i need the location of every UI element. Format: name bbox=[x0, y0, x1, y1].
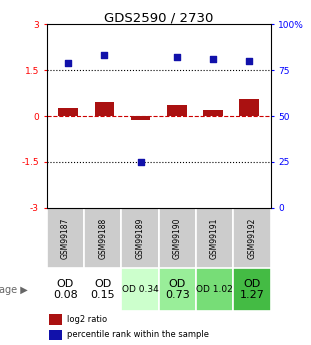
Bar bbox=[159, 268, 196, 312]
Point bbox=[210, 56, 215, 62]
Bar bbox=[84, 208, 121, 268]
Bar bbox=[131, 116, 151, 120]
Title: GDS2590 / 2730: GDS2590 / 2730 bbox=[104, 11, 213, 24]
Bar bbox=[47, 268, 84, 312]
Bar bbox=[233, 208, 271, 268]
Bar bbox=[239, 99, 259, 116]
Point bbox=[174, 55, 179, 60]
Bar bbox=[47, 208, 84, 268]
Point bbox=[102, 53, 107, 58]
Bar bbox=[121, 268, 159, 312]
Bar bbox=[49, 315, 62, 325]
Text: GSM99192: GSM99192 bbox=[248, 217, 256, 259]
Bar bbox=[84, 268, 121, 312]
Text: age ▶: age ▶ bbox=[0, 285, 28, 295]
Text: log2 ratio: log2 ratio bbox=[67, 315, 107, 324]
Text: GSM99190: GSM99190 bbox=[173, 217, 182, 259]
Text: GSM99187: GSM99187 bbox=[61, 217, 70, 259]
Text: OD
0.08: OD 0.08 bbox=[53, 279, 78, 300]
Bar bbox=[95, 102, 114, 116]
Point bbox=[138, 159, 143, 165]
Point bbox=[246, 58, 251, 64]
Text: GSM99191: GSM99191 bbox=[210, 217, 219, 259]
Bar bbox=[203, 110, 223, 116]
Text: OD
0.15: OD 0.15 bbox=[90, 279, 115, 300]
Text: GSM99189: GSM99189 bbox=[136, 217, 144, 259]
Bar bbox=[58, 108, 78, 116]
Bar bbox=[233, 268, 271, 312]
Bar bbox=[196, 268, 233, 312]
Text: OD 0.34: OD 0.34 bbox=[122, 285, 158, 294]
Text: OD 1.02: OD 1.02 bbox=[196, 285, 233, 294]
Text: OD
0.73: OD 0.73 bbox=[165, 279, 190, 300]
Bar bbox=[196, 208, 233, 268]
Point bbox=[66, 60, 71, 66]
Text: GSM99188: GSM99188 bbox=[98, 217, 107, 259]
Bar bbox=[159, 208, 196, 268]
Bar bbox=[49, 329, 62, 340]
Text: OD
1.27: OD 1.27 bbox=[239, 279, 264, 300]
Text: percentile rank within the sample: percentile rank within the sample bbox=[67, 331, 209, 339]
Bar bbox=[121, 208, 159, 268]
Bar bbox=[167, 105, 187, 116]
